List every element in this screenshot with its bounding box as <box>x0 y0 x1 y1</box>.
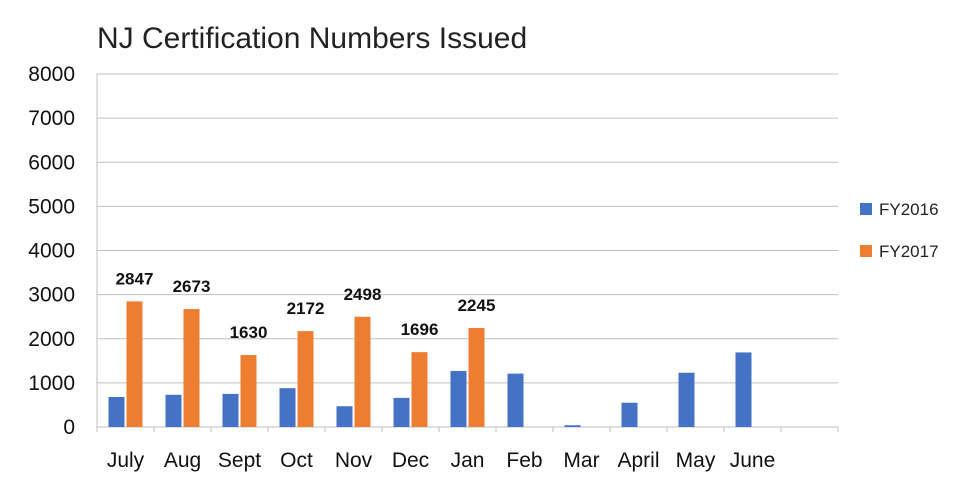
x-tick-label: Feb <box>506 449 542 472</box>
x-tick-label: July <box>107 449 145 472</box>
data-labels: 2847 2673 1630 2172 2498 1696 2245 <box>116 269 496 342</box>
y-tick-label: 1000 <box>28 372 75 395</box>
y-tick-label: 6000 <box>28 151 75 174</box>
legend-swatch-fy2017 <box>860 245 872 257</box>
x-axis: July Aug Sept Oct Nov Dec Jan Feb Mar April May Jun… <box>107 449 775 472</box>
bar-fy2016 <box>108 396 125 427</box>
x-tick-label: Sept <box>218 449 261 472</box>
legend-label: FY2016 <box>879 200 939 219</box>
y-tick-label: 8000 <box>28 63 75 86</box>
bar-fy2016 <box>678 372 695 427</box>
bar-fy2016 <box>393 397 410 427</box>
x-tick-label: Dec <box>392 449 429 472</box>
bar-fy2017 <box>240 355 257 427</box>
bar-fy2017 <box>183 309 200 427</box>
bar-fy2016 <box>222 393 239 427</box>
y-tick-label: 3000 <box>28 284 75 307</box>
x-tick-label: Mar <box>563 449 599 472</box>
data-label: 2245 <box>458 296 496 315</box>
gridlines <box>96 73 839 432</box>
y-tick-label: 2000 <box>28 328 75 351</box>
data-label: 2847 <box>116 269 154 288</box>
bar-fy2016 <box>450 370 467 427</box>
y-tick-label: 5000 <box>28 195 75 218</box>
y-tick-label: 0 <box>63 416 75 439</box>
bar-fy2017 <box>468 327 485 427</box>
data-label: 2673 <box>173 277 211 296</box>
bar-fy2016 <box>735 352 752 427</box>
chart-title: NJ Certification Numbers Issued <box>97 22 527 55</box>
bar-fy2016 <box>279 388 296 427</box>
x-tick-label: Oct <box>280 449 313 472</box>
bar-fy2016 <box>336 406 353 427</box>
legend-swatch-fy2016 <box>860 203 872 215</box>
bar-fy2016 <box>507 373 524 427</box>
data-label: 2498 <box>344 285 382 304</box>
data-label: 2172 <box>287 299 325 318</box>
y-tick-label: 7000 <box>28 107 75 130</box>
x-tick-label: Jan <box>451 449 485 472</box>
bar-fy2016 <box>165 394 182 427</box>
bar-fy2017 <box>411 352 428 427</box>
data-label: 1630 <box>230 323 268 342</box>
y-axis: 0 1000 2000 3000 4000 5000 6000 7000 8000 <box>28 63 75 439</box>
y-tick-label: 4000 <box>28 240 75 263</box>
bar-fy2017 <box>297 331 314 427</box>
bars <box>108 301 752 427</box>
bar-fy2016 <box>621 402 638 427</box>
x-tick-label: June <box>730 449 776 472</box>
legend-label: FY2017 <box>879 242 939 261</box>
x-tick-label: April <box>617 449 659 472</box>
bar-fy2017 <box>126 301 143 427</box>
x-tick-label: Nov <box>335 449 373 472</box>
data-label: 1696 <box>401 320 439 339</box>
bar-fy2016 <box>564 425 581 427</box>
x-tick-label: May <box>676 449 716 472</box>
legend: FY2016 FY2017 <box>860 200 939 261</box>
bar-fy2017 <box>354 316 371 427</box>
x-tick-label: Aug <box>164 449 201 472</box>
